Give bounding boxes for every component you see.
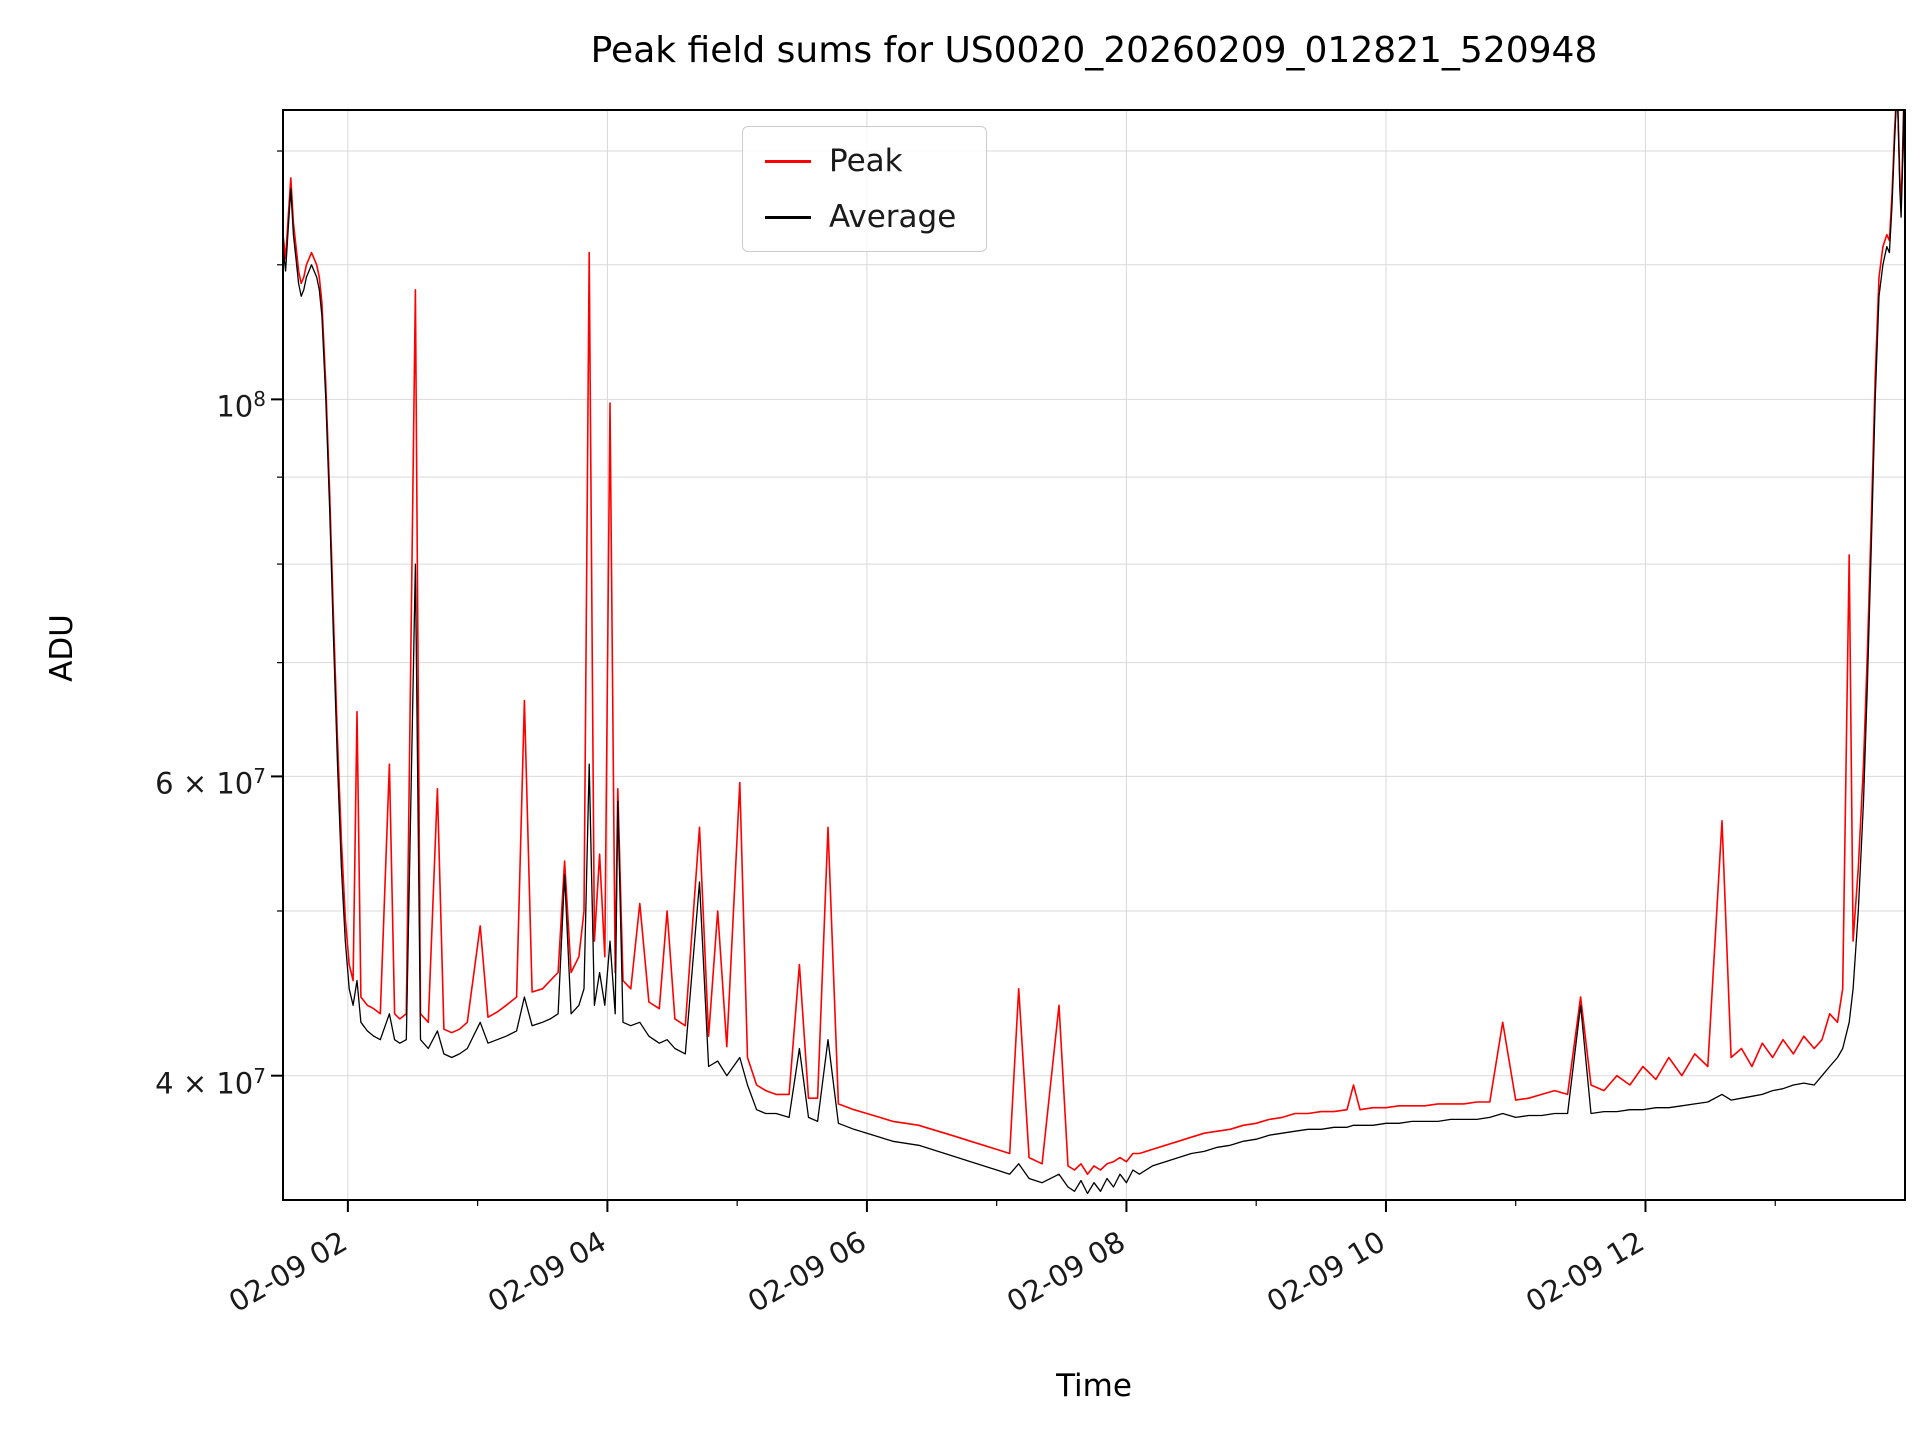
legend-label-peak: Peak bbox=[829, 143, 903, 179]
y-tick-label: 6 × 107 bbox=[155, 764, 266, 802]
x-axis-label: Time bbox=[1056, 1368, 1132, 1404]
legend: Peak Average bbox=[742, 126, 988, 252]
legend-item-peak: Peak bbox=[765, 143, 956, 179]
y-axis-label: ADU bbox=[44, 614, 80, 682]
average-line-sample bbox=[765, 215, 811, 219]
legend-item-average: Average bbox=[765, 199, 956, 235]
legend-label-average: Average bbox=[829, 199, 957, 235]
y-tick-label: 4 × 107 bbox=[155, 1063, 266, 1101]
chart-title: Peak field sums for US0020_20260209_0128… bbox=[590, 30, 1598, 71]
y-tick-label: 108 bbox=[216, 387, 266, 425]
peak-line-sample bbox=[765, 159, 811, 163]
